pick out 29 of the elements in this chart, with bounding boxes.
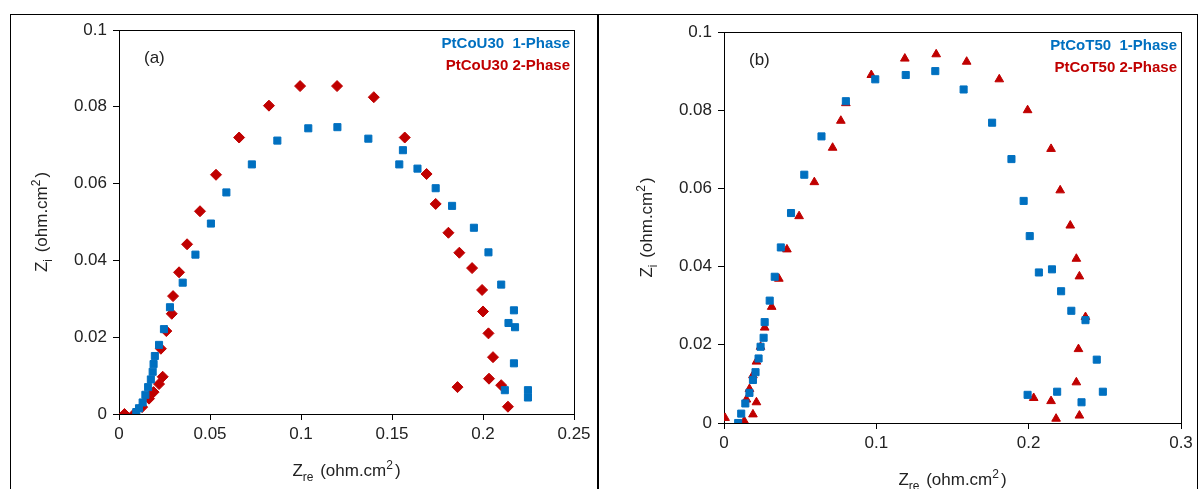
y-tick-label: 0.04 [678, 256, 712, 276]
x-tick-label: 0.3 [1169, 432, 1193, 452]
y-tick-label: 0.06 [73, 173, 107, 193]
text: PtCoU30 1-Phase [441, 34, 570, 52]
annotation: (a) [144, 47, 165, 67]
x-tick-label: 0 [114, 423, 124, 443]
y-tick-label: 0.02 [678, 334, 712, 354]
y-tick-label: 0.1 [83, 19, 107, 39]
y-tick-label: 0.06 [678, 178, 712, 198]
x-tick-label: 0.2 [1016, 432, 1041, 452]
y-axis-title: Zi (ohm.cm2) [634, 177, 661, 278]
y-tick-label: 0.04 [73, 250, 107, 270]
y-tick-label: 0.02 [73, 326, 107, 346]
text: PtCoT50 2-Phase [1054, 58, 1177, 76]
x-tick-label: 0.1 [864, 432, 889, 452]
y-tick-label: 0.08 [678, 99, 712, 119]
x-tick-label: 0.05 [193, 423, 227, 443]
y-tick-label: 0.08 [73, 96, 107, 116]
text: PtCoT50 1-Phase [1050, 36, 1177, 54]
y-tick-label: 0.1 [688, 21, 712, 41]
annotation: (b) [749, 49, 770, 69]
x-tick-label: 0 [719, 432, 729, 452]
x-tick-label: 0.25 [557, 423, 591, 443]
text: PtCoU30 2-Phase [445, 56, 570, 74]
x-tick-label: 0.15 [375, 423, 409, 443]
x-tick-label: 0.1 [289, 423, 313, 443]
x-tick-label: 0.2 [471, 423, 495, 443]
y-axis-title: Zi (ohm.cm2) [29, 171, 56, 273]
y-tick-label: 0 [97, 403, 107, 423]
